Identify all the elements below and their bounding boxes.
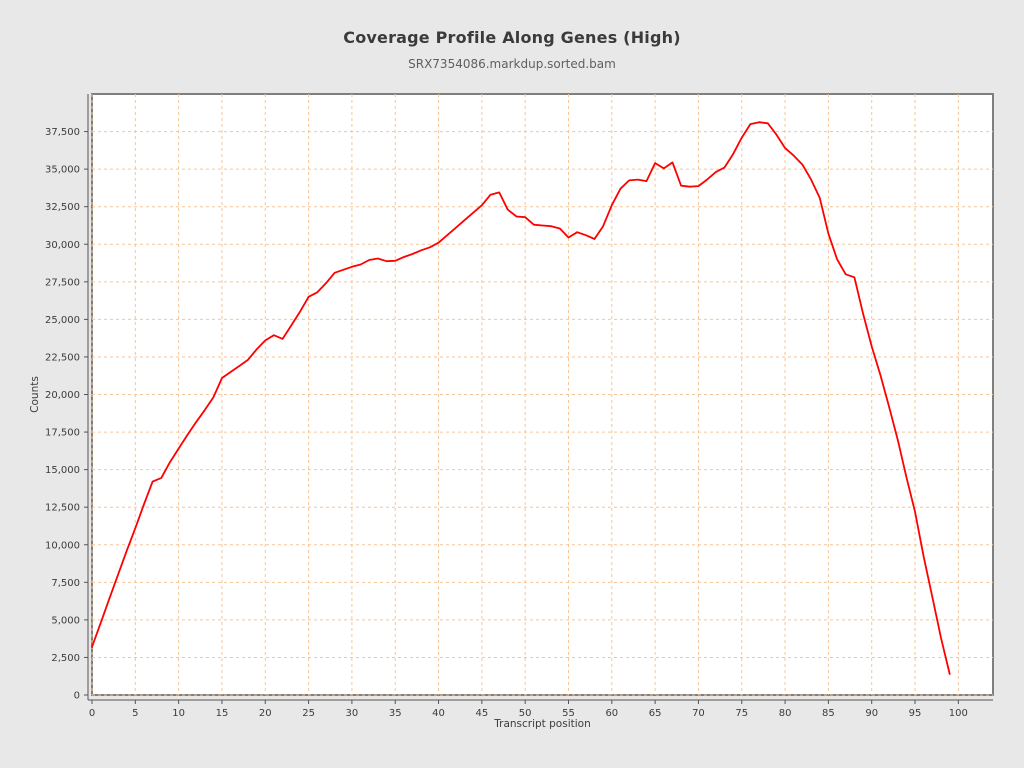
tick-marks [84,131,959,704]
x-tick-labels: 0 5 10 15 20 25 30 35 40 45 50 55 60 65 70 75 80 85 90 95 10… [89,708,968,719]
gridlines [91,94,993,696]
y-tick-label: 7,500 [51,578,80,589]
chart-title: Coverage Profile Along Genes (High) [343,28,681,47]
x-tick-label: 100 [949,708,968,719]
x-tick-label: 15 [216,708,229,719]
x-tick-label: 90 [865,708,878,719]
x-tick-label: 20 [259,708,272,719]
y-tick-label: 2,500 [51,653,80,664]
y-tick-labels: 0 2,500 5,000 7,500 10,000 12,500 15,000 17,500… [45,127,80,701]
y-tick-label: 20,000 [45,390,80,401]
y-tick-label: 37,500 [45,127,80,138]
x-tick-label: 70 [692,708,705,719]
y-axis-title: Counts [29,376,41,413]
x-axis-title: Transcript position [493,718,590,730]
y-tick-label: 5,000 [51,615,80,626]
y-tick-label: 32,500 [45,202,80,213]
axis-lines [87,94,993,701]
x-tick-label: 60 [605,708,618,719]
y-tick-label: 35,000 [45,165,80,176]
x-tick-label: 75 [735,708,748,719]
y-tick-label: 17,500 [45,428,80,439]
x-tick-label: 80 [779,708,792,719]
y-tick-label: 25,000 [45,315,80,326]
y-tick-label: 10,000 [45,540,80,551]
x-tick-label: 5 [132,708,138,719]
x-tick-label: 55 [562,708,575,719]
y-tick-label: 12,500 [45,503,80,514]
x-tick-label: 95 [909,708,922,719]
x-tick-label: 25 [302,708,315,719]
x-tick-label: 40 [432,708,445,719]
x-tick-label: 45 [475,708,488,719]
x-tick-label: 50 [519,708,532,719]
x-tick-label: 0 [89,708,95,719]
x-tick-label: 30 [346,708,359,719]
x-tick-label: 85 [822,708,835,719]
x-tick-label: 10 [172,708,185,719]
y-tick-label: 30,000 [45,240,80,251]
y-tick-label: 15,000 [45,465,80,476]
x-tick-label: 65 [649,708,662,719]
y-tick-label: 27,500 [45,277,80,288]
chart-subtitle: SRX7354086.markdup.sorted.bam [408,57,616,71]
x-tick-label: 35 [389,708,402,719]
coverage-line [91,121,951,675]
y-tick-label: 0 [74,691,80,702]
y-tick-label: 22,500 [45,352,80,363]
